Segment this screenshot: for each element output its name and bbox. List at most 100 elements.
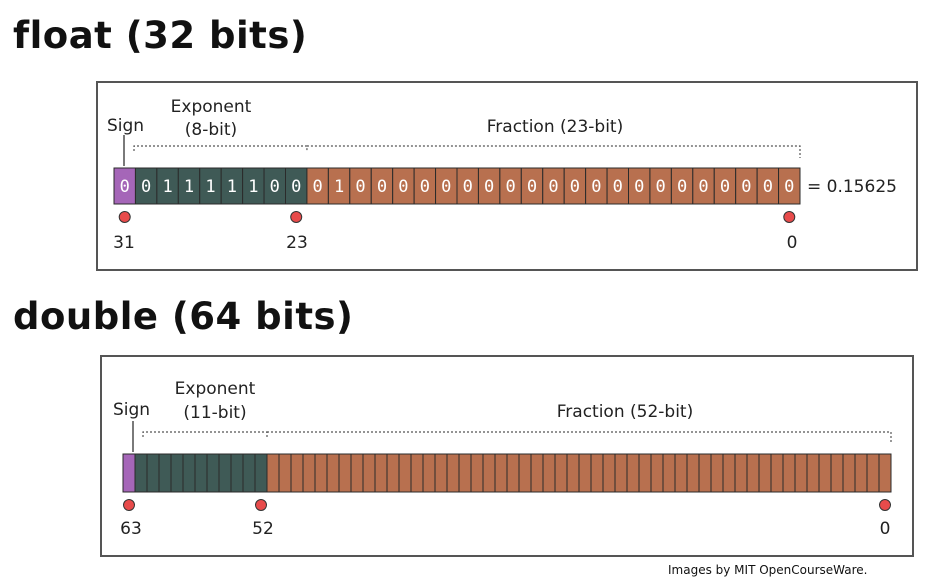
double-fraction-bit-32 xyxy=(494,453,508,493)
float-result-value: = 0.15625 xyxy=(807,177,897,197)
double-fraction-bit-44 xyxy=(350,453,364,493)
float-bit-value-6: 0 xyxy=(656,177,666,197)
float-bit-value-26: 1 xyxy=(227,177,237,197)
double-fraction-bit-15 xyxy=(698,453,712,493)
double-fraction-bit-45 xyxy=(338,453,352,493)
float-title: float (32 bits) xyxy=(13,14,308,57)
float-marker-0-label: 0 xyxy=(786,233,798,253)
float-bit-value-25: 1 xyxy=(248,177,258,197)
float-marker-23-label: 23 xyxy=(286,233,308,253)
float-bit-value-28: 1 xyxy=(184,177,194,197)
float-bit-value-31: 0 xyxy=(120,177,130,197)
float-marker-exp-start-dot xyxy=(290,211,303,223)
double-fraction-bit-19 xyxy=(650,453,664,493)
double-fraction-bit-30 xyxy=(518,453,532,493)
double-fraction-bit-25 xyxy=(578,453,592,493)
float-bit-value-21: 1 xyxy=(334,177,344,197)
double-fraction-bit-49 xyxy=(290,453,304,493)
double-fraction-bit-26 xyxy=(566,453,580,493)
float-bit-value-5: 0 xyxy=(677,177,687,197)
float-fraction-bit-0 xyxy=(778,167,801,205)
double-marker-52-label: 52 xyxy=(252,519,274,539)
float-bit-value-19: 0 xyxy=(377,177,387,197)
double-marker-lsb-dot xyxy=(879,499,891,511)
double-exponent-bit-54 xyxy=(230,453,244,493)
double-fraction-bit-4 xyxy=(830,453,844,493)
float-bit-value-12: 0 xyxy=(527,177,537,197)
double-fraction-bit-50 xyxy=(278,453,292,493)
float-bit-value-27: 1 xyxy=(205,177,215,197)
double-fraction-bit-34 xyxy=(470,453,484,493)
double-exponent-bit-57 xyxy=(194,453,208,493)
double-fraction-bit-31 xyxy=(506,453,520,493)
double-exponent-bit-58 xyxy=(182,453,196,493)
double-fraction-bit-51 xyxy=(266,453,280,493)
double-fraction-bit-5 xyxy=(818,453,832,493)
double-fraction-bit-35 xyxy=(458,453,472,493)
double-marker-exp-start-dot xyxy=(255,499,267,511)
credit-text: Images by MIT OpenCourseWare. xyxy=(668,563,868,577)
float-bit-value-22: 0 xyxy=(313,177,323,197)
double-fraction-bit-21 xyxy=(626,453,640,493)
double-fraction-bit-29 xyxy=(530,453,544,493)
float-bit-value-3: 0 xyxy=(720,177,730,197)
float-fraction-bracket xyxy=(306,145,801,158)
double-fraction-bit-33 xyxy=(482,453,496,493)
float-bit-value-23: 0 xyxy=(291,177,301,197)
double-fraction-bit-36 xyxy=(446,453,460,493)
double-fraction-bit-42 xyxy=(374,453,388,493)
double-fraction-bit-2 xyxy=(854,453,868,493)
double-exponent-bit-61 xyxy=(146,453,160,493)
double-sign-bit-63 xyxy=(122,453,136,493)
float-bit-value-10: 0 xyxy=(570,177,580,197)
double-fraction-bit-41 xyxy=(386,453,400,493)
double-exponent-bit-56 xyxy=(206,453,220,493)
float-bit-value-0: 0 xyxy=(784,177,794,197)
double-fraction-bit-28 xyxy=(542,453,556,493)
float-bit-value-17: 0 xyxy=(420,177,430,197)
float-bit-value-4: 0 xyxy=(698,177,708,197)
double-fraction-bit-17 xyxy=(674,453,688,493)
float-bit-value-16: 0 xyxy=(441,177,451,197)
double-exponent-bracket xyxy=(142,431,268,437)
float-bit-value-18: 0 xyxy=(398,177,408,197)
float-bit-value-11: 0 xyxy=(548,177,558,197)
float-bit-value-20: 0 xyxy=(355,177,365,197)
float-exponent-bracket xyxy=(133,145,308,151)
float-bit-value-2: 0 xyxy=(741,177,751,197)
double-marker-63-label: 63 xyxy=(120,519,142,539)
float-bit-value-30: 0 xyxy=(141,177,151,197)
double-marker-0-label: 0 xyxy=(879,519,891,539)
double-exponent-bit-55 xyxy=(218,453,232,493)
double-fraction-bit-39 xyxy=(410,453,424,493)
float-bit-value-13: 0 xyxy=(505,177,515,197)
double-title: double (64 bits) xyxy=(13,295,354,338)
float-bit-value-9: 0 xyxy=(591,177,601,197)
double-marker-msb-dot xyxy=(123,499,135,511)
float-exponent-label-line1: Exponent xyxy=(170,97,252,117)
double-fraction-bit-47 xyxy=(314,453,328,493)
double-fraction-bit-12 xyxy=(734,453,748,493)
double-fraction-bit-46 xyxy=(326,453,340,493)
double-fraction-bit-8 xyxy=(782,453,796,493)
float-bit-value-29: 1 xyxy=(162,177,172,197)
float-sign-label: Sign xyxy=(107,116,145,136)
float-fraction-label: Fraction (23-bit) xyxy=(486,117,624,137)
double-exponent-bit-52 xyxy=(254,453,268,493)
double-fraction-bit-9 xyxy=(770,453,784,493)
double-fraction-bit-24 xyxy=(590,453,604,493)
double-fraction-bit-1 xyxy=(866,453,880,493)
float-bit-value-1: 0 xyxy=(763,177,773,197)
double-fraction-bit-6 xyxy=(806,453,820,493)
double-exponent-bit-53 xyxy=(242,453,256,493)
double-fraction-bit-38 xyxy=(422,453,436,493)
double-fraction-bit-40 xyxy=(398,453,412,493)
float-marker-31-label: 31 xyxy=(113,233,135,253)
double-fraction-bit-7 xyxy=(794,453,808,493)
float-exponent-label-line2: (8-bit) xyxy=(184,120,238,140)
double-fraction-bit-0 xyxy=(878,453,892,493)
double-exponent-label-line1: Exponent xyxy=(174,379,256,399)
float-bit-value-7: 0 xyxy=(634,177,644,197)
